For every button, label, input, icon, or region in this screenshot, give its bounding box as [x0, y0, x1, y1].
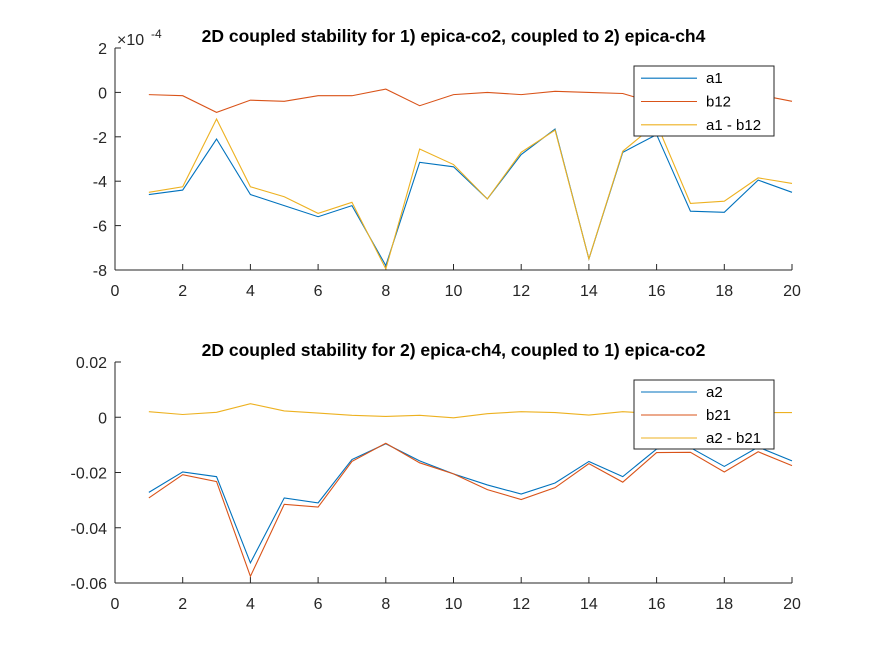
- bottom-x-tick-label: 2: [178, 596, 187, 613]
- top-x-tick-label: 16: [648, 283, 666, 300]
- bottom-chart: 0 2 4 6 8 10 12 14 16 18 20 -0.06 -0.04 -0.02 0 0.02 2D…: [71, 340, 801, 613]
- top-y-tick-label: -4: [93, 174, 107, 191]
- top-y-tick-label: -8: [93, 263, 107, 280]
- bottom-x-tick-label: 4: [246, 596, 255, 613]
- bottom-chart-title: 2D coupled stability for 2) epica-ch4, c…: [202, 340, 706, 360]
- bottom-series-line-2: [148, 442, 793, 578]
- bottom-x-tick-label: 6: [314, 596, 323, 613]
- top-y-tick-label: 2: [98, 41, 107, 58]
- top-x-tick-label: 20: [783, 283, 801, 300]
- bottom-x-tick-label: 16: [648, 596, 666, 613]
- top-exponent-label: ×10 -4: [117, 27, 162, 49]
- bottom-legend-label-1: a2: [706, 384, 723, 401]
- bottom-axes-frame: [114, 362, 792, 584]
- top-x-tick-label: 8: [381, 283, 390, 300]
- top-x-tick-label: 18: [715, 283, 733, 300]
- bottom-legend-label-3: a2 - b21: [706, 430, 761, 447]
- top-x-tick-label: 14: [580, 283, 598, 300]
- top-y-tick-label: -6: [93, 219, 107, 236]
- top-x-tick-label: 10: [445, 283, 463, 300]
- bottom-x-tick-label: 10: [445, 596, 463, 613]
- top-x-tick-label: 6: [314, 283, 323, 300]
- top-chart-title: 2D coupled stability for 1) epica-co2, c…: [202, 26, 706, 46]
- top-series-line-3: [148, 117, 793, 271]
- bottom-x-tick-label: 0: [111, 596, 120, 613]
- top-x-tick-label: 4: [246, 283, 255, 300]
- top-series-line-1: [148, 128, 793, 267]
- top-y-tick-label: 0: [98, 85, 107, 102]
- bottom-x-tick-label: 20: [783, 596, 801, 613]
- bottom-x-tick-label: 8: [381, 596, 390, 613]
- bottom-legend-label-2: b21: [706, 407, 731, 424]
- top-x-tick-label: 0: [111, 283, 120, 300]
- bottom-y-tick-label: 0.02: [76, 355, 107, 372]
- top-x-tick-label: 2: [178, 283, 187, 300]
- bottom-y-tick-label: -0.02: [71, 466, 108, 483]
- bottom-x-tick-label: 12: [512, 596, 530, 613]
- top-legend-label-1: a1: [706, 70, 723, 87]
- bottom-y-tick-label: 0: [98, 410, 107, 427]
- bottom-x-tick-label: 18: [715, 596, 733, 613]
- top-legend-label-2: b12: [706, 94, 731, 111]
- bottom-x-tick-label: 14: [580, 596, 598, 613]
- top-legend-label-3: a1 - b12: [706, 117, 761, 134]
- bottom-y-tick-label: -0.04: [71, 521, 108, 538]
- top-chart: 0 2 4 6 8 10 12 14 16 18 20 -8 -6 -4 -2 0 2 2D coupled s…: [93, 26, 801, 300]
- top-legend: a1 b12 a1 - b12: [633, 65, 775, 137]
- exponent-base: ×10: [117, 32, 144, 49]
- bottom-y-tick-label: -0.06: [71, 576, 108, 593]
- top-tick-labels: 0 2 4 6 8 10 12 14 16 18 20 -8 -6 -4 -2 0 2: [93, 41, 801, 300]
- exponent-power: -4: [151, 27, 162, 41]
- top-x-tick-label: 12: [512, 283, 530, 300]
- top-axes-frame: [114, 48, 792, 271]
- top-y-tick-label: -2: [93, 130, 107, 147]
- bottom-legend: a2 b21 a2 - b21: [633, 379, 775, 450]
- bottom-tick-labels: 0 2 4 6 8 10 12 14 16 18 20 -0.06 -0.04 -0.02 0 0.02: [71, 355, 801, 613]
